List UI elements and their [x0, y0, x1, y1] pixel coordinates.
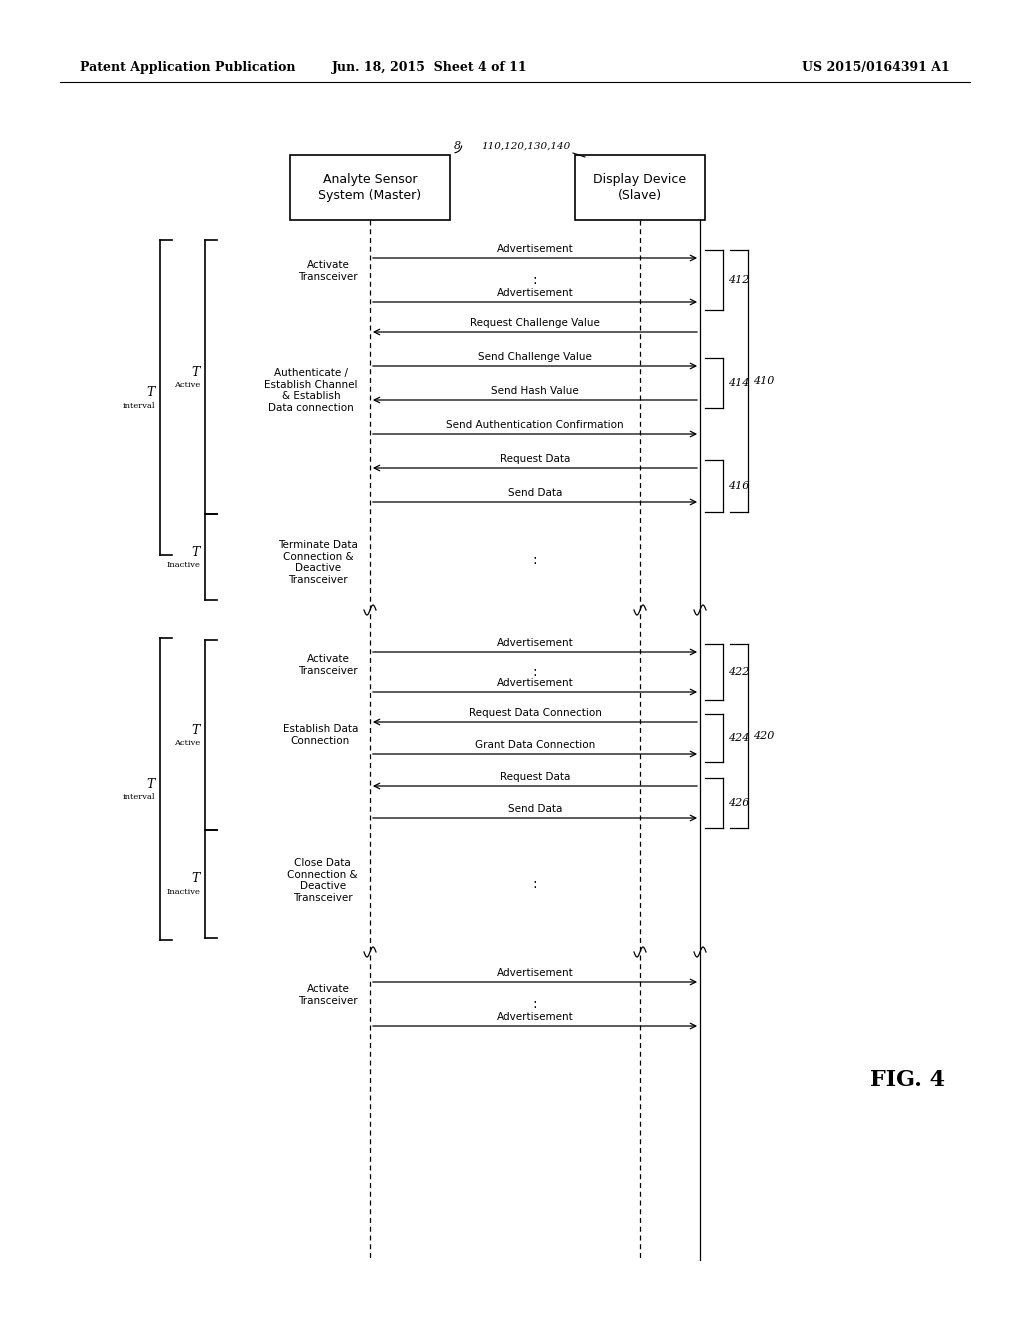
Text: Send Data: Send Data: [508, 804, 562, 814]
Text: Terminate Data
Connection &
Deactive
Transceiver: Terminate Data Connection & Deactive Tra…: [279, 540, 358, 585]
Text: 422: 422: [728, 667, 750, 677]
Text: :: :: [532, 273, 538, 286]
Text: 410: 410: [753, 376, 774, 385]
Text: Send Challenge Value: Send Challenge Value: [478, 352, 592, 362]
Text: Advertisement: Advertisement: [497, 638, 573, 648]
Text: Activate
Transceiver: Activate Transceiver: [298, 983, 358, 1006]
Text: Activate
Transceiver: Activate Transceiver: [298, 653, 358, 676]
Text: interval: interval: [123, 793, 155, 801]
Text: 110,120,130,140: 110,120,130,140: [481, 143, 571, 150]
Text: 426: 426: [728, 799, 750, 808]
Bar: [290, 154, 450, 220]
Text: :: :: [532, 553, 538, 568]
Text: Establish Data
Connection: Establish Data Connection: [283, 723, 358, 746]
Text: :: :: [532, 665, 538, 678]
Text: T: T: [191, 723, 200, 737]
Text: T: T: [146, 385, 155, 399]
Text: Request Data: Request Data: [500, 454, 570, 465]
Text: Advertisement: Advertisement: [497, 968, 573, 978]
Text: Request Challenge Value: Request Challenge Value: [470, 318, 600, 327]
Text: Jun. 18, 2015  Sheet 4 of 11: Jun. 18, 2015 Sheet 4 of 11: [332, 62, 527, 74]
Text: Send Data: Send Data: [508, 488, 562, 498]
Text: :: :: [532, 876, 538, 891]
Text: Authenticate /
Establish Channel
& Establish
Data connection: Authenticate / Establish Channel & Estab…: [264, 368, 358, 413]
Text: 416: 416: [728, 480, 750, 491]
Text: T: T: [191, 366, 200, 379]
Bar: [575, 154, 705, 220]
Text: Patent Application Publication: Patent Application Publication: [80, 62, 296, 74]
Text: Inactive: Inactive: [166, 561, 200, 569]
Text: Display Device
(Slave): Display Device (Slave): [594, 173, 686, 202]
Text: Active: Active: [174, 739, 200, 747]
Text: Close Data
Connection &
Deactive
Transceiver: Close Data Connection & Deactive Transce…: [288, 858, 358, 903]
Text: :: :: [532, 997, 538, 1011]
Text: Analyte Sensor
System (Master): Analyte Sensor System (Master): [318, 173, 422, 202]
Text: 424: 424: [728, 733, 750, 743]
Text: T: T: [191, 545, 200, 558]
Text: T: T: [146, 777, 155, 791]
Text: interval: interval: [123, 401, 155, 409]
Text: Advertisement: Advertisement: [497, 244, 573, 253]
Text: Request Data Connection: Request Data Connection: [469, 708, 601, 718]
Text: T: T: [191, 873, 200, 886]
Text: Request Data: Request Data: [500, 772, 570, 781]
Text: 414: 414: [728, 378, 750, 388]
Text: 8: 8: [454, 141, 461, 150]
Text: 412: 412: [728, 275, 750, 285]
Text: US 2015/0164391 A1: US 2015/0164391 A1: [802, 62, 950, 74]
Text: Advertisement: Advertisement: [497, 1012, 573, 1022]
Text: 420: 420: [753, 731, 774, 741]
Text: Send Hash Value: Send Hash Value: [492, 385, 579, 396]
Text: Advertisement: Advertisement: [497, 678, 573, 688]
Text: Grant Data Connection: Grant Data Connection: [475, 741, 595, 750]
Text: FIG. 4: FIG. 4: [870, 1069, 945, 1092]
Text: Advertisement: Advertisement: [497, 288, 573, 298]
Text: Activate
Transceiver: Activate Transceiver: [298, 260, 358, 281]
Text: Active: Active: [174, 381, 200, 389]
Text: Send Authentication Confirmation: Send Authentication Confirmation: [446, 420, 624, 430]
Text: Inactive: Inactive: [166, 888, 200, 896]
